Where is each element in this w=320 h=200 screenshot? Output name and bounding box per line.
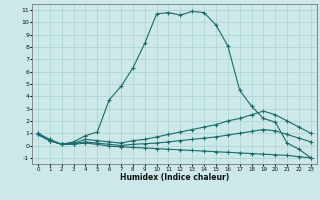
X-axis label: Humidex (Indice chaleur): Humidex (Indice chaleur) — [120, 173, 229, 182]
